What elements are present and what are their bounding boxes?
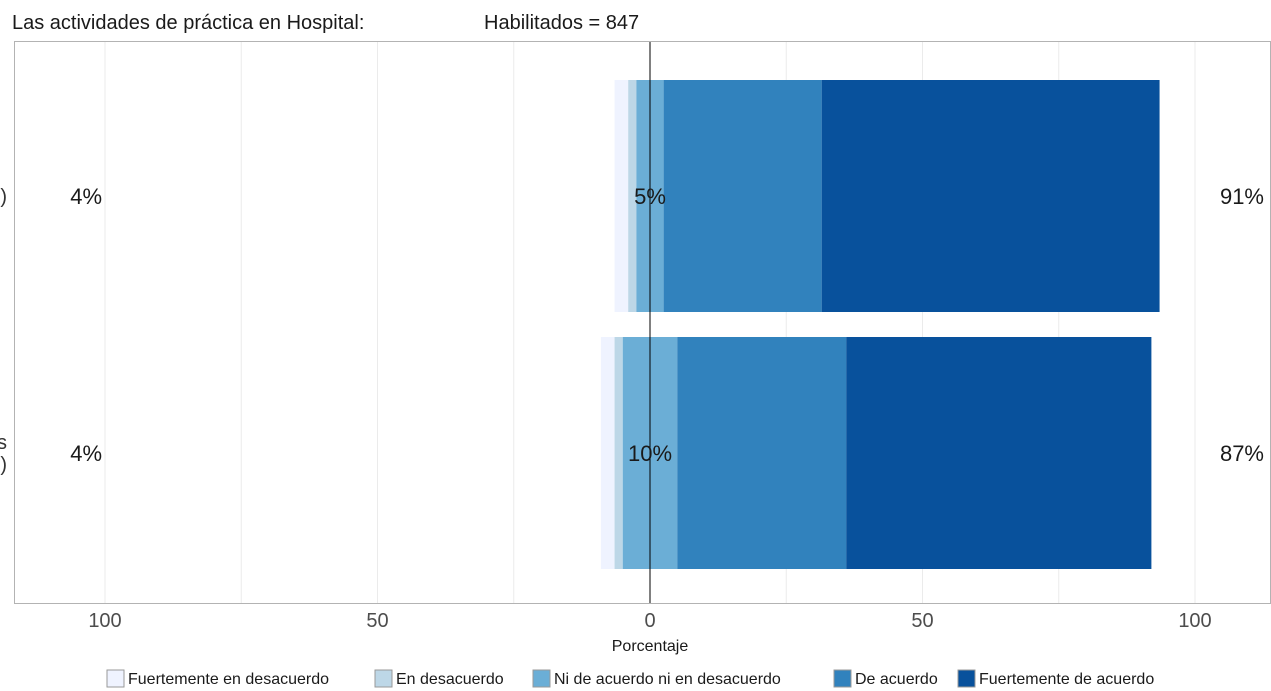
legend-label: Fuertemente en desacuerdo [128,671,329,688]
legend-swatch [374,669,393,688]
bar-segment [821,80,1160,312]
bar-segment [600,337,615,569]
legend-label: En desacuerdo [396,671,504,688]
legend-swatch [957,669,976,688]
chart-title: Las actividades de práctica en Hospital: [12,12,364,34]
center-percentage-label: 10% [628,441,672,466]
category-label: s [0,432,7,454]
left-percentage-label: 4% [70,184,102,209]
right-percentage-label: 87% [1220,441,1264,466]
x-tick-label: 100 [1178,610,1211,632]
legend: Fuertemente en desacuerdo En desacuerdo Ni… [106,669,1154,688]
legend-swatch [532,669,551,688]
bar-segment [614,337,623,569]
left-percentage-label: 4% [70,441,102,466]
x-tick-label: 100 [88,610,121,632]
center-percentage-label: 5% [634,184,666,209]
legend-swatch [106,669,125,688]
x-axis-title: Porcentaje [612,638,689,655]
legend-swatch [833,669,852,688]
category-label: ) [0,186,7,208]
legend-label: De acuerdo [855,671,938,688]
x-tick-label: 0 [644,610,655,632]
bar-segment [614,80,629,312]
legend-label: Ni de acuerdo ni en desacuerdo [554,671,781,688]
right-percentage-label: 91% [1220,184,1264,209]
chart-subtitle: Habilitados = 847 [484,12,639,34]
bar-segment [846,337,1152,569]
x-tick-label: 50 [366,610,388,632]
bar-segment [628,80,637,312]
legend-label: Fuertemente de acuerdo [979,671,1154,688]
x-tick-label: 50 [911,610,933,632]
bar-segment [677,337,847,569]
category-label: ) [0,454,7,476]
bar-segment [663,80,822,312]
